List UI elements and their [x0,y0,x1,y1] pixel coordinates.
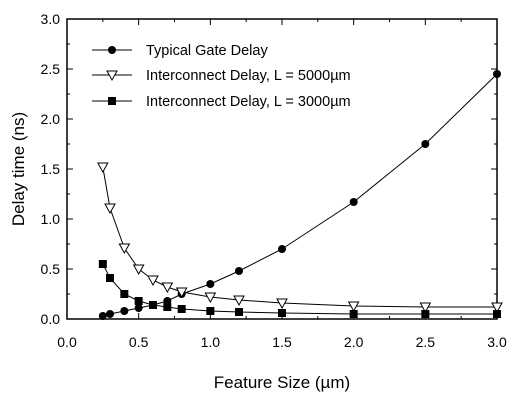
point-gate-delay [493,70,501,78]
series-line-gate-delay [102,73,498,317]
point-interconnect-5000 [491,302,503,314]
point-interconnect-5000 [161,282,174,294]
y-tick-label: 1.0 [41,211,61,227]
legend-entry-5000: Interconnect Delay, L = 5000µm [92,68,351,84]
point-gate-delay [235,267,243,275]
legend-marker-gate [108,46,116,54]
legend-label-gate: Typical Gate Delay [146,43,268,59]
point-interconnect-3000 [421,310,430,318]
point-interconnect-3000 [149,301,157,309]
point-interconnect-5000 [347,301,360,313]
y-tick-label: 2.5 [41,61,61,77]
point-interconnect-3000 [120,290,129,298]
point-interconnect-3000 [206,307,215,315]
point-interconnect-5000 [104,203,116,215]
point-interconnect-5000 [96,162,109,174]
point-interconnect-5000 [233,295,245,307]
point-interconnect-3000 [163,303,172,311]
point-gate-delay [278,245,286,253]
x-tick-label: 2.5 [416,334,436,350]
point-gate-delay [349,198,358,206]
legend-entry-gate: Typical Gate Delay [92,43,268,59]
plot-frame [66,18,498,320]
point-interconnect-3000 [278,309,286,317]
point-interconnect-3000 [98,260,107,268]
point-gate-delay [134,304,143,312]
point-interconnect-5000 [132,264,145,276]
series-line-interconnect-3000 [102,263,497,315]
y-tick-label: 1.5 [41,161,61,177]
legend: Typical Gate Delay Interconnect Delay, L… [92,43,351,110]
point-gate-delay [421,140,430,148]
axis-ticks [66,18,498,320]
point-interconnect-3000 [134,297,143,305]
point-gate-delay [120,307,129,315]
point-interconnect-3000 [235,308,243,316]
y-tick-labels: 0.0 0.5 1.0 1.5 2.0 2.5 3.0 [41,11,61,327]
point-interconnect-5000 [118,243,131,255]
y-tick-label: 3.0 [41,11,61,27]
point-interconnect-5000 [276,298,288,310]
legend-label-5000: Interconnect Delay, L = 5000µm [146,68,351,84]
series-layer [96,70,503,320]
point-gate-delay [206,280,215,288]
x-tick-label: 2.0 [344,334,364,350]
point-interconnect-5000 [147,275,159,287]
x-tick-labels: 0.0 0.5 1.0 1.5 2.0 2.5 3.0 [57,334,507,350]
point-interconnect-3000 [493,310,501,318]
legend-entry-3000: Interconnect Delay, L = 3000µm [92,94,351,110]
y-axis-label: Delay time (ns) [9,112,28,226]
point-gate-delay [98,312,107,320]
legend-marker-3000 [108,97,116,105]
x-tick-label: 1.5 [272,334,292,350]
x-axis-label: Feature Size (µm) [214,373,350,392]
point-interconnect-3000 [177,305,186,313]
point-interconnect-3000 [349,310,358,318]
point-interconnect-5000 [204,292,217,304]
point-interconnect-5000 [175,287,188,299]
point-interconnect-3000 [106,274,114,282]
x-tick-label: 0.0 [57,334,77,350]
x-tick-label: 3.0 [487,334,507,350]
x-tick-label: 1.0 [201,334,221,350]
y-tick-label: 0.5 [41,261,61,277]
legend-label-3000: Interconnect Delay, L = 3000µm [146,94,351,110]
y-tick-label: 2.0 [41,111,61,127]
y-tick-label: 0.0 [41,311,61,327]
point-gate-delay [106,310,114,318]
x-tick-label: 0.5 [129,334,149,350]
legend-marker-5000 [106,70,118,82]
point-interconnect-5000 [419,302,432,314]
